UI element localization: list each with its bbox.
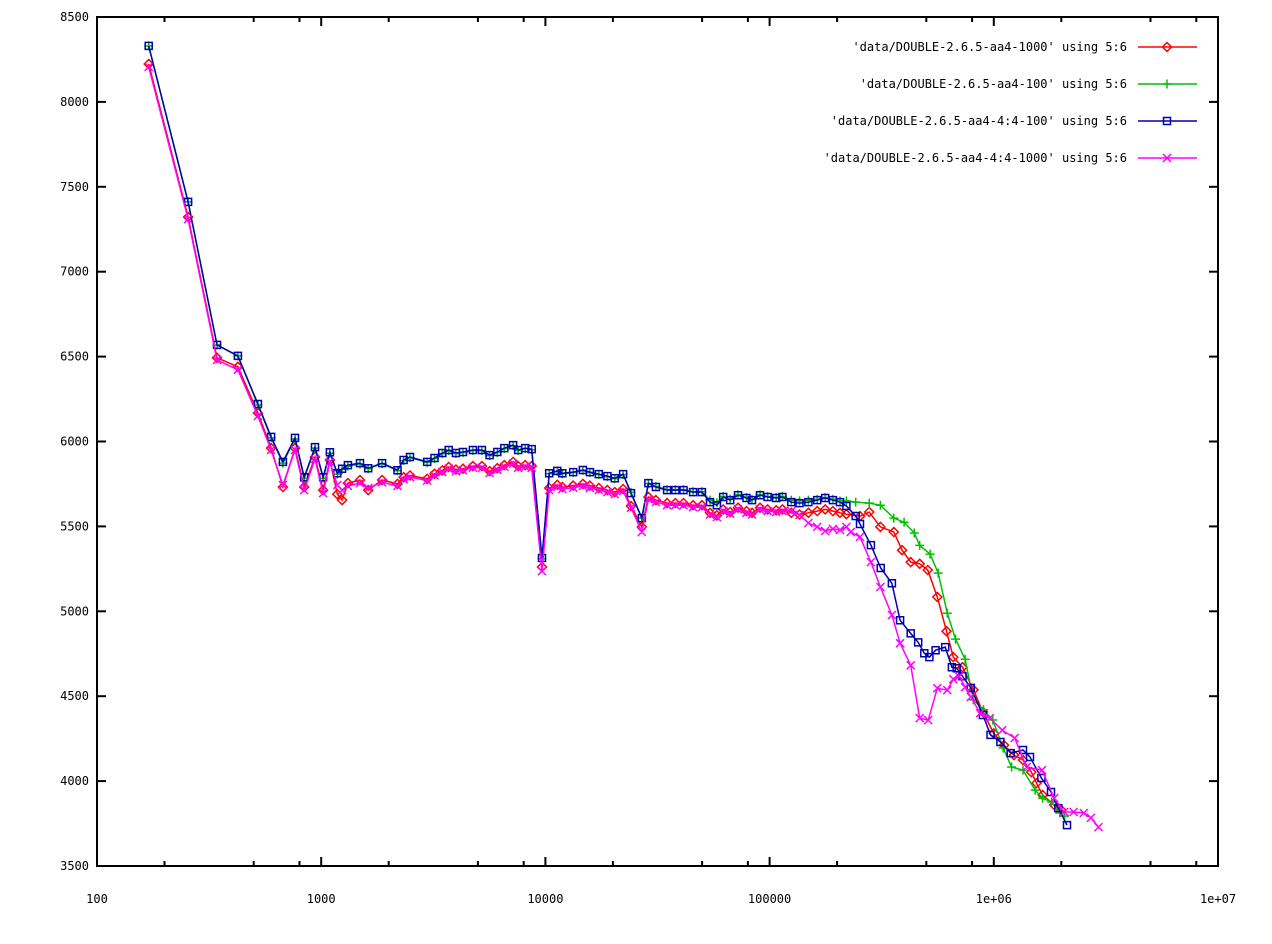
legend-square-icon <box>1162 116 1172 126</box>
series-markers <box>144 41 1072 830</box>
y-tick-label: 4000 <box>60 774 89 788</box>
y-tick-label: 5500 <box>60 519 89 533</box>
x-tick-label: 1e+06 <box>976 892 1012 906</box>
series-x <box>144 62 1104 832</box>
series-markers <box>143 58 1067 816</box>
y-tick-label: 6500 <box>60 350 89 364</box>
legend-label: 'data/DOUBLE-2.6.5-aa4-100' using 5:6 <box>860 77 1127 91</box>
y-axis-ticks: 3500 4000 4500 5000 5500 6000 6500 7000 7500 8000… <box>60 10 1218 873</box>
x-axis-ticks: 100 1000 10000 100000 1e+06 1e+07 <box>86 17 1236 906</box>
y-tick-label: 5000 <box>60 604 89 618</box>
x-tick-label: 100000 <box>748 892 791 906</box>
series-line <box>147 66 1100 828</box>
y-tick-label: 7500 <box>60 180 89 194</box>
legend-plus-icon <box>1162 79 1172 89</box>
y-tick-label: 3500 <box>60 859 89 873</box>
series-diamond <box>143 58 1067 816</box>
legend-label: 'data/DOUBLE-2.6.5-aa4-1000' using 5:6 <box>852 40 1127 54</box>
y-tick-label: 8000 <box>60 95 89 109</box>
y-tick-label: 8500 <box>60 10 89 24</box>
plot-border <box>96 16 1219 867</box>
x-tick-label: 1000 <box>307 892 336 906</box>
series-square <box>144 41 1072 830</box>
x-tick-label: 10000 <box>527 892 563 906</box>
y-tick-label: 7000 <box>60 265 89 279</box>
series-line <box>147 63 1062 811</box>
legend-label: 'data/DOUBLE-2.6.5-aa4-4:4-1000' using 5… <box>824 151 1127 165</box>
y-tick-label: 4500 <box>60 689 89 703</box>
legend: 'data/DOUBLE-2.6.5-aa4-1000' using 5:6 'd… <box>824 40 1197 165</box>
legend-label: 'data/DOUBLE-2.6.5-aa4-4:4-100' using 5:… <box>831 114 1127 128</box>
x-tick-label: 1e+07 <box>1200 892 1236 906</box>
legend-diamond-icon <box>1161 41 1173 53</box>
legend-x-icon <box>1162 153 1172 163</box>
x-tick-label: 100 <box>86 892 108 906</box>
y-tick-label: 6000 <box>60 435 89 449</box>
series-markers <box>144 62 1104 832</box>
